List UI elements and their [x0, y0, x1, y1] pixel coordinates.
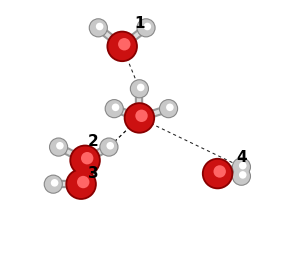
Point — [137, 87, 142, 91]
Point — [137, 116, 142, 120]
Point — [112, 107, 117, 111]
Point — [139, 114, 144, 118]
Point — [144, 26, 148, 30]
Point — [239, 165, 244, 169]
Point — [83, 158, 88, 162]
Text: 3: 3 — [88, 166, 98, 181]
Point — [51, 182, 56, 186]
Point — [88, 162, 93, 166]
Text: 2: 2 — [88, 134, 98, 149]
Point — [96, 26, 101, 30]
Point — [106, 145, 111, 149]
Point — [51, 182, 56, 186]
Point — [144, 26, 148, 30]
Point — [145, 24, 150, 29]
Point — [96, 26, 101, 30]
Point — [83, 158, 88, 162]
Point — [239, 174, 244, 178]
Point — [81, 180, 85, 184]
Point — [166, 107, 171, 111]
Point — [112, 107, 117, 111]
Point — [215, 171, 220, 176]
Point — [239, 174, 244, 178]
Point — [120, 44, 124, 48]
Point — [56, 145, 61, 149]
Point — [215, 171, 220, 176]
Point — [138, 85, 143, 90]
Point — [122, 42, 127, 46]
Point — [166, 107, 171, 111]
Point — [85, 156, 90, 160]
Point — [137, 87, 142, 91]
Point — [97, 24, 102, 29]
Point — [56, 145, 61, 149]
Point — [87, 164, 92, 168]
Point — [167, 105, 172, 109]
Point — [240, 164, 245, 168]
Point — [87, 164, 92, 168]
Point — [52, 181, 57, 185]
Point — [240, 173, 245, 177]
Point — [120, 44, 124, 48]
Point — [217, 169, 222, 174]
Point — [79, 182, 83, 186]
Point — [106, 145, 111, 149]
Point — [113, 105, 118, 109]
Point — [79, 182, 83, 186]
Point — [137, 116, 142, 120]
Point — [239, 165, 244, 169]
Point — [108, 144, 113, 148]
Text: 4: 4 — [236, 150, 247, 165]
Text: 1: 1 — [134, 16, 145, 31]
Point — [58, 144, 62, 148]
